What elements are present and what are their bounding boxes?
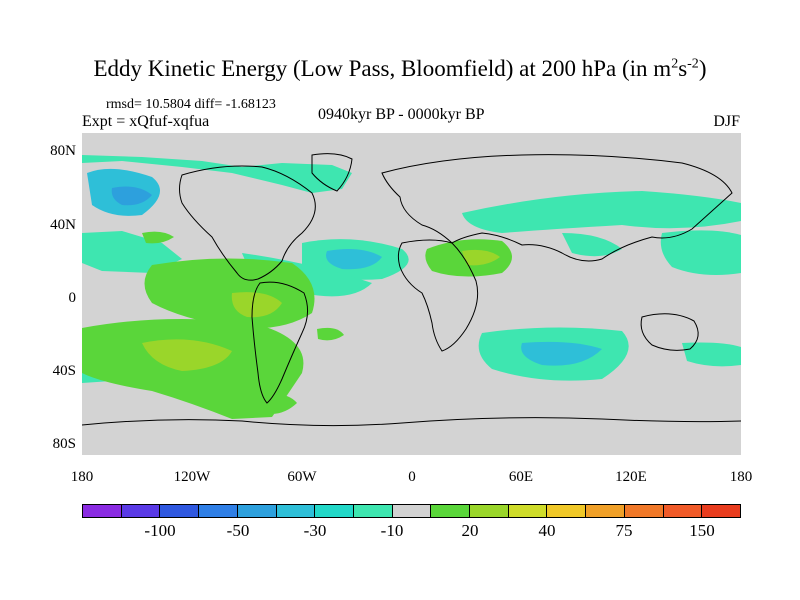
plot-title: Eddy Kinetic Energy (Low Pass, Bloomfiel… xyxy=(93,56,707,81)
coastline-north-america xyxy=(179,165,316,281)
colorbar-label-20: 20 xyxy=(461,521,479,540)
lon-label-180w: 180 xyxy=(70,469,94,485)
colorbar-swatch xyxy=(508,505,548,517)
contour-neg-north-atlantic-core xyxy=(326,249,382,270)
contour-pos-north-africa-core xyxy=(462,249,500,266)
season-label: DJF xyxy=(713,113,740,130)
colorbar-swatch xyxy=(702,505,740,517)
coastline-africa xyxy=(397,239,479,352)
coastline-south-america xyxy=(251,281,308,404)
colorbar-swatch xyxy=(353,505,393,517)
contour-pos-tropical-east-pacific-core xyxy=(231,292,282,318)
lon-label-180e: 180 xyxy=(729,469,753,485)
colorbar-label-75: 75 xyxy=(615,521,633,540)
coastline-greenland xyxy=(311,153,353,192)
rmsd-diff-stats: rmsd= 10.5804 diff= -1.68123 xyxy=(106,97,276,112)
colorbar-swatch xyxy=(121,505,161,517)
coastline-australia xyxy=(640,313,699,351)
lat-label-80s: 80S xyxy=(52,436,76,452)
colorbar-label-neg30: -30 xyxy=(303,521,327,540)
colorbar-swatch xyxy=(470,505,509,517)
lon-label-120e: 120E xyxy=(615,469,647,485)
contour-neg-southern-indian-core xyxy=(521,341,602,366)
colorbar-swatch xyxy=(199,505,238,517)
coastline-eurasia xyxy=(381,154,733,262)
contour-neg-east-asia xyxy=(562,233,622,257)
period-label: 0940kyr BP - 0000kyr BP xyxy=(318,106,485,123)
colorbar-label-150: 150 xyxy=(689,521,715,540)
colorbar-swatch xyxy=(83,505,122,517)
colorbar-swatch xyxy=(586,505,625,517)
colorbar-swatch xyxy=(276,505,316,517)
eke-difference-map xyxy=(82,133,741,455)
lat-label-0: 0 xyxy=(68,290,77,306)
contour-neg-south-pacific-east xyxy=(682,342,741,367)
lon-label-60w: 60W xyxy=(287,469,317,485)
lon-label-0: 0 xyxy=(408,469,416,485)
colorbar-swatch xyxy=(237,505,277,517)
contour-pos-north-pacific-small xyxy=(142,231,174,244)
lat-label-40n: 40N xyxy=(50,217,76,233)
lat-label-40s: 40S xyxy=(52,363,76,379)
experiment-label: Expt = xQfuf-xqfua xyxy=(82,113,210,130)
contour-neg-north-pacific-strong xyxy=(111,186,152,206)
contour-neg-pacific-east-asia xyxy=(660,230,741,275)
colorbar xyxy=(82,504,741,518)
coastline-antarctica xyxy=(82,417,741,427)
colorbar-label-neg50: -50 xyxy=(226,521,250,540)
colorbar-swatch xyxy=(663,505,703,517)
colorbar-label-neg10: -10 xyxy=(380,521,404,540)
colorbar-swatch xyxy=(392,505,432,517)
contour-neg-eurasia xyxy=(462,191,741,233)
lon-label-120w: 120W xyxy=(173,469,211,485)
colorbar-swatch xyxy=(431,505,471,517)
colorbar-label-40: 40 xyxy=(538,521,556,540)
lon-label-60e: 60E xyxy=(508,469,534,485)
colorbar-swatch xyxy=(160,505,200,517)
contour-pos-south-pacific-core xyxy=(142,339,232,371)
colorbar-label-neg100: -100 xyxy=(144,521,176,540)
contour-neg-northern-band-west xyxy=(82,155,352,193)
colorbar-swatch xyxy=(624,505,664,517)
lat-label-80n: 80N xyxy=(50,143,76,159)
colorbar-swatch xyxy=(547,505,587,517)
contour-pos-south-atlantic-small xyxy=(317,327,344,341)
colorbar-swatch xyxy=(315,505,354,517)
